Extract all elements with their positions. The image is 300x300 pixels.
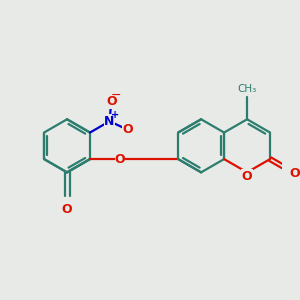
Text: −: − [111, 89, 122, 102]
Text: CH₃: CH₃ [238, 84, 257, 94]
Text: O: O [106, 95, 117, 108]
Text: O: O [290, 167, 300, 180]
Text: N: N [104, 115, 115, 128]
Text: +: + [111, 110, 119, 120]
Text: O: O [242, 170, 252, 183]
Text: O: O [62, 203, 72, 216]
Text: O: O [122, 123, 133, 136]
Text: O: O [115, 153, 125, 166]
